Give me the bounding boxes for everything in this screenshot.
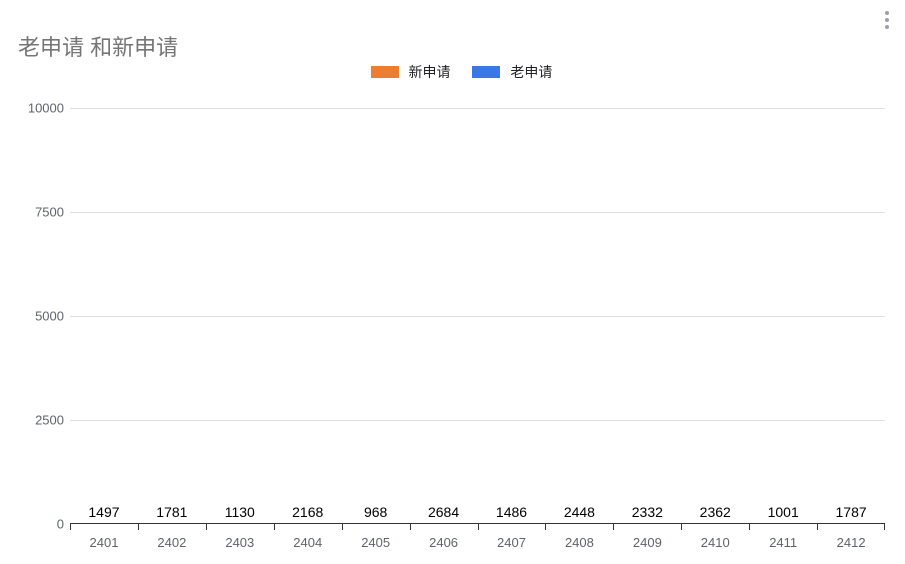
data-label-new: 1787 bbox=[836, 504, 867, 520]
x-tick-label: 2404 bbox=[274, 535, 342, 550]
x-tick-mark bbox=[749, 524, 750, 530]
grid-line bbox=[70, 108, 885, 109]
x-tick-label: 2410 bbox=[681, 535, 749, 550]
legend-label-series1: 新申请 bbox=[409, 64, 451, 80]
grid-line bbox=[70, 420, 885, 421]
plot-area: 6561497166617811135113012252168188296816… bbox=[70, 108, 885, 524]
x-tick-mark bbox=[884, 524, 885, 530]
y-tick-label: 7500 bbox=[18, 205, 64, 220]
data-label-new: 968 bbox=[364, 504, 387, 520]
y-tick-label: 0 bbox=[18, 517, 64, 532]
x-tick-label: 2409 bbox=[613, 535, 681, 550]
x-tick-mark bbox=[478, 524, 479, 530]
x-axis-line bbox=[70, 523, 885, 524]
x-tick-mark bbox=[342, 524, 343, 530]
grid-line bbox=[70, 212, 885, 213]
legend-label-series2: 老申请 bbox=[510, 64, 552, 80]
data-label-new: 1781 bbox=[156, 504, 187, 520]
x-tick-mark bbox=[138, 524, 139, 530]
x-tick-label: 2412 bbox=[817, 535, 885, 550]
data-label-new: 2168 bbox=[292, 504, 323, 520]
y-tick-label: 10000 bbox=[18, 101, 64, 116]
data-label-new: 2332 bbox=[632, 504, 663, 520]
data-label-new: 1001 bbox=[768, 504, 799, 520]
x-tick-mark bbox=[70, 524, 71, 530]
chart-title: 老申请 和新申请 bbox=[18, 30, 178, 62]
data-label-new: 2684 bbox=[428, 504, 459, 520]
y-tick-label: 5000 bbox=[18, 309, 64, 324]
kebab-menu-icon[interactable] bbox=[879, 10, 895, 30]
x-tick-mark bbox=[274, 524, 275, 530]
grid-line bbox=[70, 316, 885, 317]
x-tick-label: 2405 bbox=[342, 535, 410, 550]
x-tick-label: 2403 bbox=[206, 535, 274, 550]
data-label-new: 2362 bbox=[700, 504, 731, 520]
x-tick-label: 2407 bbox=[478, 535, 546, 550]
x-tick-mark bbox=[613, 524, 614, 530]
data-label-new: 2448 bbox=[564, 504, 595, 520]
legend-swatch-series1 bbox=[371, 66, 399, 78]
legend-swatch-series2 bbox=[472, 66, 500, 78]
data-label-new: 1486 bbox=[496, 504, 527, 520]
x-tick-mark bbox=[206, 524, 207, 530]
x-tick-label: 2406 bbox=[410, 535, 478, 550]
x-tick-mark bbox=[545, 524, 546, 530]
y-tick-label: 2500 bbox=[18, 413, 64, 428]
x-tick-label: 2411 bbox=[749, 535, 817, 550]
x-axis-labels: 2401240224032404240524062407240824092410… bbox=[70, 535, 885, 550]
data-label-new: 1130 bbox=[225, 504, 255, 520]
x-tick-label: 2402 bbox=[138, 535, 206, 550]
data-label-new: 1497 bbox=[88, 504, 119, 520]
chart-legend: 新申请 老申请 bbox=[0, 62, 905, 82]
x-tick-label: 2408 bbox=[545, 535, 613, 550]
x-tick-mark bbox=[817, 524, 818, 530]
x-tick-mark bbox=[681, 524, 682, 530]
x-tick-label: 2401 bbox=[70, 535, 138, 550]
x-tick-mark bbox=[410, 524, 411, 530]
